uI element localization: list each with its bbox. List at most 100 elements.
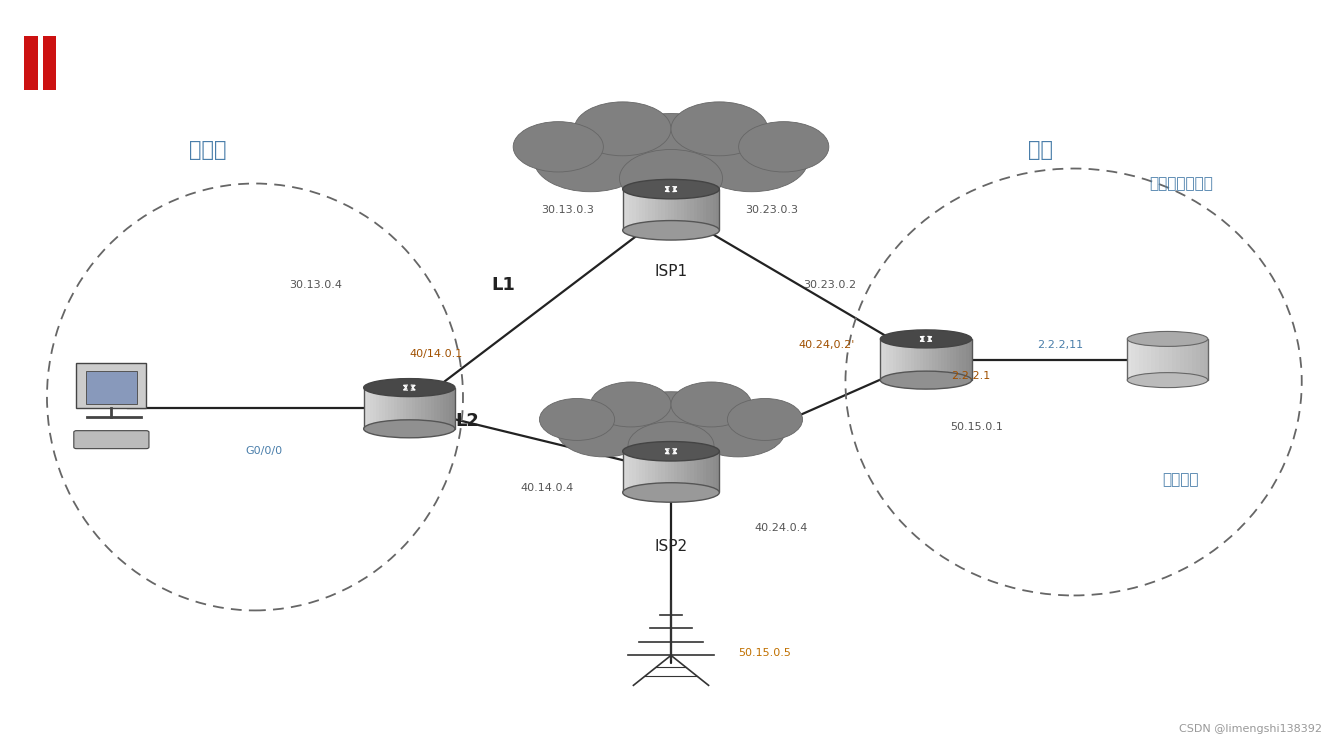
Polygon shape [446, 388, 448, 428]
Circle shape [620, 150, 722, 207]
Polygon shape [641, 189, 646, 231]
Polygon shape [969, 339, 972, 380]
Polygon shape [433, 388, 436, 428]
Polygon shape [664, 189, 668, 231]
Polygon shape [938, 339, 941, 380]
Polygon shape [443, 388, 446, 428]
Polygon shape [1139, 339, 1143, 380]
Text: ISP2: ISP2 [655, 539, 687, 554]
Polygon shape [662, 451, 664, 493]
Polygon shape [436, 388, 440, 428]
Polygon shape [674, 451, 678, 493]
Polygon shape [680, 189, 684, 231]
Text: L1: L1 [491, 276, 515, 294]
Ellipse shape [1127, 331, 1208, 346]
Circle shape [539, 398, 615, 440]
Polygon shape [696, 451, 701, 493]
Polygon shape [421, 388, 424, 428]
Circle shape [557, 404, 651, 457]
Polygon shape [935, 339, 938, 380]
Polygon shape [636, 451, 639, 493]
Polygon shape [947, 339, 950, 380]
Text: 30.23.0.2: 30.23.0.2 [803, 279, 856, 290]
Polygon shape [391, 388, 395, 428]
Polygon shape [376, 388, 378, 428]
Polygon shape [1168, 339, 1172, 380]
Polygon shape [929, 339, 933, 380]
Polygon shape [1204, 339, 1208, 380]
Polygon shape [1155, 339, 1159, 380]
Text: 30.13.0.3: 30.13.0.3 [541, 204, 595, 215]
Polygon shape [1164, 339, 1168, 380]
Polygon shape [431, 388, 433, 428]
Polygon shape [701, 451, 703, 493]
Polygon shape [941, 339, 945, 380]
Polygon shape [902, 339, 905, 380]
Polygon shape [703, 451, 706, 493]
Polygon shape [416, 388, 419, 428]
Polygon shape [632, 451, 636, 493]
Polygon shape [674, 189, 678, 231]
Polygon shape [448, 388, 452, 428]
Polygon shape [424, 388, 428, 428]
Ellipse shape [364, 378, 455, 397]
FancyBboxPatch shape [43, 36, 56, 90]
Circle shape [671, 102, 768, 156]
Polygon shape [1176, 339, 1180, 380]
Polygon shape [965, 339, 969, 380]
Text: 40/14.0.1: 40/14.0.1 [409, 348, 463, 359]
Polygon shape [890, 339, 892, 380]
Polygon shape [696, 189, 701, 231]
Polygon shape [397, 388, 400, 428]
Circle shape [628, 422, 714, 470]
Polygon shape [646, 451, 648, 493]
Polygon shape [960, 339, 962, 380]
Polygon shape [953, 339, 957, 380]
Ellipse shape [623, 441, 719, 461]
Polygon shape [409, 388, 412, 428]
Text: 视频业务服务器: 视频业务服务器 [1149, 176, 1213, 191]
Polygon shape [887, 339, 890, 380]
Polygon shape [452, 388, 455, 428]
Polygon shape [646, 189, 648, 231]
Text: 分公司: 分公司 [189, 140, 227, 160]
Polygon shape [678, 189, 680, 231]
Polygon shape [701, 189, 703, 231]
Polygon shape [710, 189, 713, 231]
Polygon shape [694, 189, 696, 231]
Polygon shape [395, 388, 397, 428]
Text: 40.24,0.2': 40.24,0.2' [798, 339, 855, 350]
Text: 40.24.0.4: 40.24.0.4 [754, 523, 808, 533]
Polygon shape [641, 451, 646, 493]
Text: 50.15.0.5: 50.15.0.5 [738, 648, 790, 658]
Polygon shape [385, 388, 388, 428]
Polygon shape [655, 189, 658, 231]
Polygon shape [440, 388, 443, 428]
Polygon shape [1192, 339, 1196, 380]
Polygon shape [623, 189, 625, 231]
Polygon shape [1196, 339, 1200, 380]
Polygon shape [364, 388, 366, 428]
Polygon shape [706, 451, 710, 493]
FancyBboxPatch shape [76, 363, 146, 408]
Polygon shape [1131, 339, 1135, 380]
Polygon shape [629, 451, 632, 493]
Polygon shape [428, 388, 431, 428]
Polygon shape [1159, 339, 1164, 380]
Polygon shape [917, 339, 919, 380]
Polygon shape [914, 339, 917, 380]
Polygon shape [678, 451, 680, 493]
Text: G0/0/0: G0/0/0 [246, 446, 283, 456]
Polygon shape [671, 451, 674, 493]
Polygon shape [648, 451, 652, 493]
Polygon shape [639, 189, 641, 231]
Circle shape [695, 129, 808, 192]
Polygon shape [1143, 339, 1147, 380]
Circle shape [604, 114, 738, 189]
Polygon shape [687, 189, 690, 231]
Text: 2.2.2.1: 2.2.2.1 [950, 371, 990, 381]
FancyBboxPatch shape [24, 36, 38, 90]
Polygon shape [1151, 339, 1155, 380]
Polygon shape [690, 451, 694, 493]
Text: 总部: 总部 [1028, 140, 1052, 160]
